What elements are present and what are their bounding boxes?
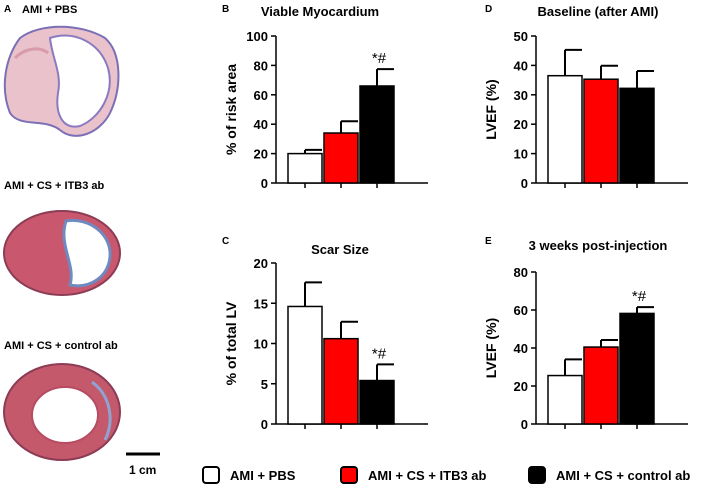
y-axis-label-b: % of risk area <box>223 64 239 155</box>
bar-d-0 <box>547 74 583 184</box>
histology-image-itb3 <box>3 210 121 296</box>
y-tick-label-d: 30 <box>514 88 528 103</box>
significance-annotation-e: *# <box>632 288 647 305</box>
panel-label-a: A <box>4 4 12 15</box>
chart-viable-myocardium: Viable Myocardium 0 20 40 60 80 100 % of risk a… <box>223 4 428 191</box>
y-tick-label-d: 10 <box>514 147 528 162</box>
y-tick-label-c: 5 <box>261 377 268 392</box>
y-tick-label-b: 40 <box>254 117 268 132</box>
legend-item-itb3: AMI + CS + ITB3 ab <box>340 466 486 484</box>
y-tick-label-b: 60 <box>254 88 268 103</box>
y-tick-label-c: 0 <box>261 417 268 432</box>
y-axis-label-c: % of total LV <box>223 301 239 385</box>
legend-swatch-control <box>528 466 546 484</box>
legend-label-pbs: AMI + PBS <box>230 467 296 483</box>
bar-d-1 <box>583 78 619 184</box>
bar-c-2 <box>359 379 395 425</box>
y-tick-label-b: 100 <box>246 29 268 44</box>
significance-annotation-c: *# <box>372 345 387 362</box>
y-tick-label-d: 50 <box>514 29 528 44</box>
panel-label-e: E <box>485 236 492 247</box>
panel-label-c: C <box>222 236 230 247</box>
legend-label-control: AMI + CS + control ab <box>556 467 691 483</box>
y-tick-label-e: 60 <box>514 303 528 318</box>
y-tick-label-b: 80 <box>254 58 268 73</box>
scale-bar <box>126 452 160 456</box>
y-tick-label-d: 40 <box>514 58 528 73</box>
y-tick-label-c: 15 <box>254 296 268 311</box>
y-axis-label-d: LVEF (%) <box>483 79 499 139</box>
y-tick-label-d: 20 <box>514 117 528 132</box>
bar-e-0 <box>547 374 583 425</box>
y-tick-label-e: 40 <box>514 341 528 356</box>
bar-b-1 <box>323 132 359 184</box>
bar-b-0 <box>287 152 323 184</box>
histology-image-pbs <box>3 25 120 137</box>
scale-bar-label: 1 cm <box>129 463 157 477</box>
panel-label-b: B <box>222 4 230 15</box>
panel-label-d: D <box>485 4 493 15</box>
histology-title-control: AMI + CS + control ab <box>4 340 118 352</box>
chart-baseline-lvef: Baseline (after AMI) 0 10 20 30 40 50 LVEF (%) <box>483 4 688 191</box>
histology-image-control <box>3 363 121 461</box>
chart-scar-size: Scar Size 0 5 10 15 20 % of total LV *# <box>223 242 428 432</box>
chart-title-e: 3 weeks post-injection <box>529 238 668 253</box>
y-tick-label-c: 20 <box>254 256 268 271</box>
y-tick-label-d: 0 <box>521 176 528 191</box>
bar-c-1 <box>323 337 359 425</box>
chart-title-c: Scar Size <box>311 242 369 257</box>
chart-post-injection-lvef: 3 weeks post-injection 0 20 40 60 80 LVEF (%) *… <box>483 238 688 432</box>
legend-item-pbs: AMI + PBS <box>202 466 295 484</box>
histology-title-itb3: AMI + CS + ITB3 ab <box>4 180 105 192</box>
y-tick-label-b: 20 <box>254 147 268 162</box>
y-tick-label-e: 0 <box>521 417 528 432</box>
histology-title-pbs: AMI + PBS <box>22 4 78 16</box>
y-tick-label-e: 80 <box>514 265 528 280</box>
legend-swatch-itb3 <box>340 466 358 484</box>
chart-title-d: Baseline (after AMI) <box>538 4 659 19</box>
legend-item-control: AMI + CS + control ab <box>528 466 690 484</box>
legend-swatch-pbs <box>202 466 220 484</box>
bar-e-1 <box>583 346 619 425</box>
y-tick-label-c: 10 <box>254 337 268 352</box>
y-tick-label-b: 0 <box>261 176 268 191</box>
y-axis-label-e: LVEF (%) <box>483 318 499 378</box>
bar-b-2 <box>359 85 395 184</box>
significance-annotation-b: *# <box>372 50 387 67</box>
legend-label-itb3: AMI + CS + ITB3 ab <box>368 467 487 483</box>
y-tick-label-e: 20 <box>514 379 528 394</box>
bar-c-0 <box>287 305 323 425</box>
bar-e-2 <box>619 312 655 425</box>
chart-title-b: Viable Myocardium <box>261 4 379 19</box>
bar-d-2 <box>619 87 655 184</box>
